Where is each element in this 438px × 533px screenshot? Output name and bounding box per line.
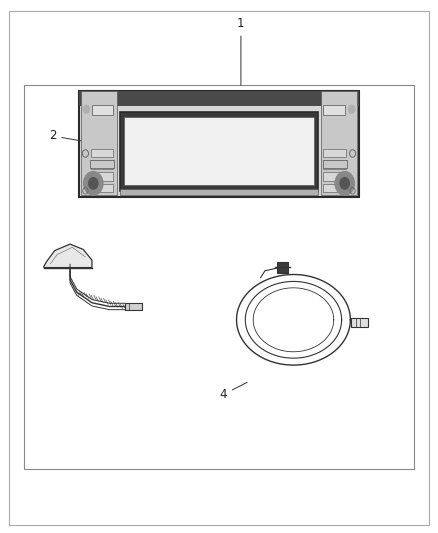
FancyBboxPatch shape [124, 117, 314, 185]
FancyBboxPatch shape [323, 160, 346, 169]
FancyBboxPatch shape [323, 184, 346, 192]
Circle shape [339, 177, 350, 190]
Text: 4: 4 [219, 382, 247, 401]
FancyBboxPatch shape [91, 160, 113, 169]
Text: 3: 3 [49, 257, 65, 270]
FancyBboxPatch shape [120, 112, 318, 191]
FancyBboxPatch shape [323, 105, 345, 115]
FancyBboxPatch shape [277, 262, 288, 273]
FancyBboxPatch shape [323, 160, 347, 168]
FancyBboxPatch shape [79, 91, 359, 106]
FancyBboxPatch shape [323, 149, 346, 157]
Text: 1: 1 [237, 18, 245, 85]
FancyBboxPatch shape [323, 172, 346, 181]
Circle shape [335, 172, 354, 195]
FancyBboxPatch shape [351, 318, 368, 327]
Circle shape [88, 177, 99, 190]
FancyBboxPatch shape [125, 303, 142, 310]
FancyBboxPatch shape [79, 91, 359, 197]
FancyBboxPatch shape [90, 160, 114, 168]
FancyBboxPatch shape [91, 172, 113, 181]
Circle shape [348, 105, 355, 114]
Circle shape [83, 105, 90, 114]
Text: 2: 2 [49, 130, 96, 143]
FancyBboxPatch shape [91, 184, 113, 192]
FancyBboxPatch shape [120, 189, 318, 195]
Polygon shape [44, 244, 92, 268]
FancyBboxPatch shape [321, 91, 357, 195]
FancyBboxPatch shape [91, 149, 113, 157]
Circle shape [84, 172, 103, 195]
FancyBboxPatch shape [92, 105, 113, 115]
FancyBboxPatch shape [81, 91, 117, 195]
